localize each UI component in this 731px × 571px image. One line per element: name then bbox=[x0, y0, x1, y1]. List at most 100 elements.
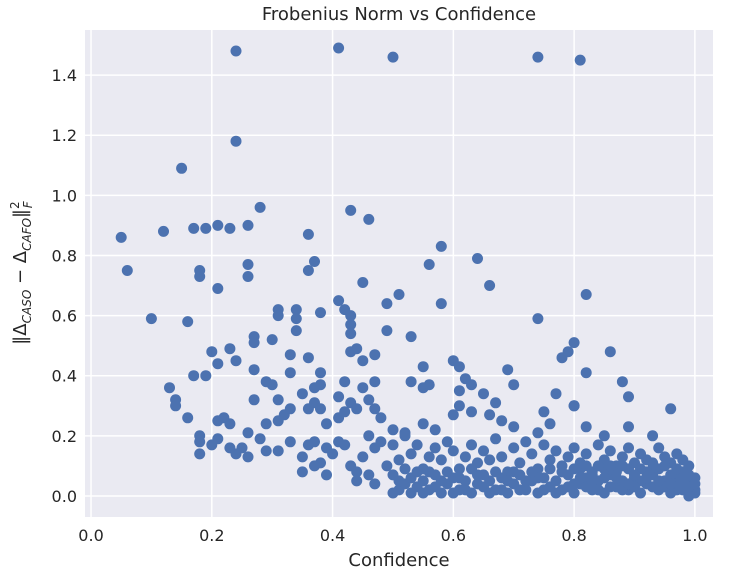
data-point bbox=[556, 352, 568, 364]
data-point bbox=[478, 469, 489, 481]
data-point bbox=[568, 337, 580, 349]
data-point bbox=[459, 451, 471, 463]
data-point bbox=[387, 51, 399, 63]
data-point bbox=[411, 439, 423, 451]
data-point bbox=[466, 406, 477, 418]
data-point bbox=[441, 436, 453, 448]
data-point bbox=[194, 436, 206, 448]
data-point bbox=[339, 439, 351, 451]
data-point bbox=[580, 448, 592, 460]
data-point bbox=[339, 406, 351, 418]
data-point bbox=[333, 42, 345, 54]
data-point bbox=[296, 466, 308, 478]
data-point bbox=[453, 463, 465, 475]
data-point bbox=[327, 448, 339, 460]
data-point bbox=[315, 367, 326, 379]
data-point bbox=[665, 478, 677, 490]
data-point bbox=[212, 219, 224, 231]
data-point bbox=[508, 421, 520, 433]
data-point bbox=[647, 430, 659, 442]
data-point bbox=[200, 222, 212, 234]
data-point bbox=[369, 349, 381, 361]
data-point bbox=[556, 466, 568, 478]
data-point bbox=[357, 355, 369, 367]
data-point bbox=[248, 364, 260, 376]
data-point bbox=[284, 436, 296, 448]
data-point bbox=[502, 475, 514, 487]
data-point bbox=[466, 439, 477, 451]
data-point bbox=[381, 298, 393, 310]
data-point bbox=[411, 466, 423, 478]
data-point bbox=[447, 487, 459, 499]
data-point bbox=[532, 427, 544, 439]
data-point bbox=[351, 466, 363, 478]
data-point bbox=[562, 451, 574, 463]
data-point bbox=[230, 135, 242, 147]
data-point bbox=[665, 403, 677, 415]
data-point bbox=[490, 397, 502, 409]
data-point bbox=[538, 439, 550, 451]
data-point bbox=[260, 445, 272, 457]
data-point bbox=[429, 481, 441, 493]
data-point bbox=[381, 325, 393, 337]
data-point bbox=[200, 370, 212, 382]
data-point bbox=[604, 481, 616, 493]
data-point bbox=[478, 445, 489, 457]
y-tick-label: 1.0 bbox=[52, 186, 77, 205]
data-point bbox=[417, 361, 429, 373]
data-point bbox=[562, 481, 574, 493]
data-point bbox=[671, 463, 683, 475]
data-point bbox=[604, 460, 616, 472]
data-point bbox=[399, 430, 411, 442]
data-point bbox=[435, 298, 447, 310]
data-point bbox=[623, 421, 634, 433]
data-point bbox=[206, 346, 218, 358]
data-point bbox=[616, 460, 628, 472]
data-point bbox=[514, 457, 526, 469]
data-point bbox=[321, 418, 332, 430]
data-point bbox=[435, 454, 447, 466]
data-point bbox=[369, 403, 381, 415]
plot-area bbox=[85, 30, 713, 517]
data-point bbox=[375, 436, 387, 448]
data-point bbox=[586, 475, 598, 487]
data-point bbox=[417, 487, 429, 499]
data-point bbox=[520, 436, 532, 448]
data-point bbox=[290, 313, 302, 325]
data-point bbox=[447, 445, 459, 457]
data-point bbox=[121, 265, 133, 276]
data-point bbox=[357, 451, 369, 463]
data-point bbox=[417, 475, 429, 487]
data-point bbox=[544, 418, 556, 430]
data-point bbox=[496, 484, 508, 496]
data-point bbox=[369, 376, 381, 388]
y-tick-label: 1.4 bbox=[52, 66, 77, 85]
data-point bbox=[453, 400, 465, 412]
data-point bbox=[339, 376, 351, 388]
data-point bbox=[580, 367, 592, 379]
data-point bbox=[641, 472, 653, 484]
data-point bbox=[496, 451, 508, 463]
data-point bbox=[429, 442, 441, 454]
data-point bbox=[176, 162, 188, 174]
data-point bbox=[598, 430, 610, 442]
data-point bbox=[309, 256, 320, 267]
data-point bbox=[435, 240, 447, 252]
data-point bbox=[369, 478, 381, 490]
data-point bbox=[248, 394, 260, 406]
data-point bbox=[484, 280, 496, 291]
data-point bbox=[592, 484, 604, 496]
data-point bbox=[472, 478, 483, 490]
data-point bbox=[145, 313, 157, 325]
data-point bbox=[272, 394, 284, 406]
x-tick-label: 0.0 bbox=[78, 526, 103, 545]
data-point bbox=[574, 54, 586, 66]
data-point bbox=[115, 231, 127, 243]
data-point bbox=[363, 430, 375, 442]
data-point bbox=[309, 436, 320, 448]
data-point bbox=[466, 379, 477, 391]
data-point bbox=[538, 484, 550, 496]
data-point bbox=[629, 469, 640, 481]
data-point bbox=[357, 382, 369, 394]
data-point bbox=[212, 283, 224, 294]
